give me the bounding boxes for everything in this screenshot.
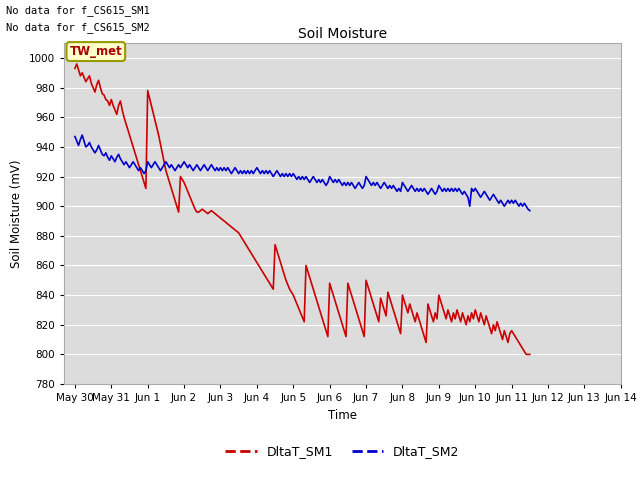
Title: Soil Moisture: Soil Moisture xyxy=(298,27,387,41)
Y-axis label: Soil Moisture (mV): Soil Moisture (mV) xyxy=(10,159,23,268)
Text: TW_met: TW_met xyxy=(70,45,122,58)
Text: No data for f_CS615_SM2: No data for f_CS615_SM2 xyxy=(6,22,150,33)
X-axis label: Time: Time xyxy=(328,408,357,421)
Text: No data for f_CS615_SM1: No data for f_CS615_SM1 xyxy=(6,5,150,16)
Legend: DltaT_SM1, DltaT_SM2: DltaT_SM1, DltaT_SM2 xyxy=(220,440,465,463)
